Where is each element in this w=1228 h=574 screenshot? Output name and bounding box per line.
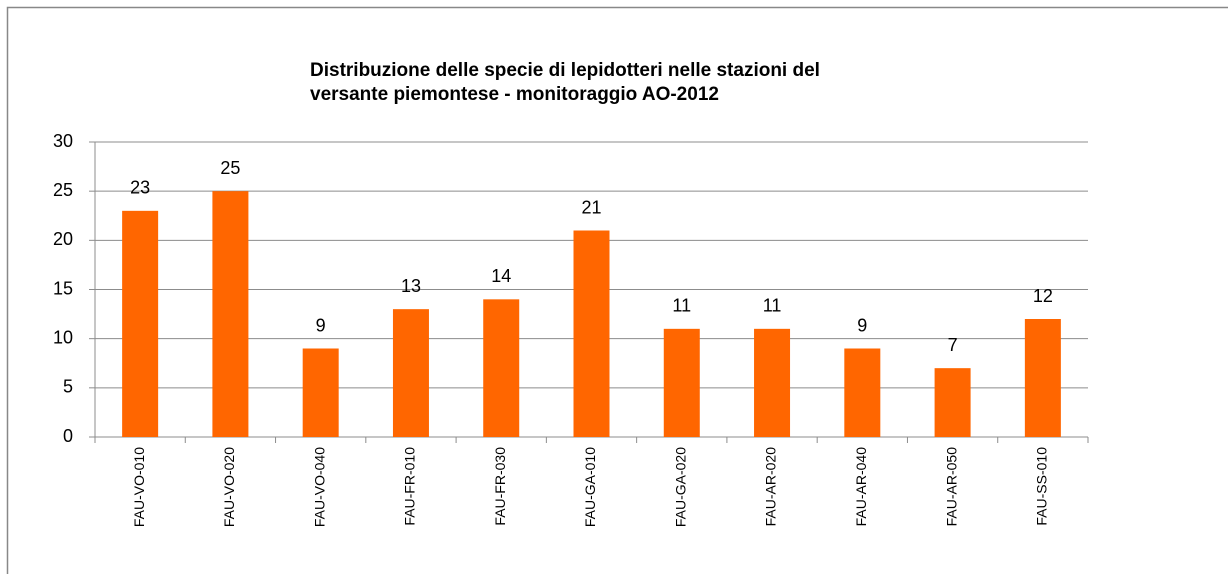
x-tick-label: FAU-AR-020	[763, 447, 779, 527]
x-tick-label: FAU-VO-040	[311, 447, 327, 527]
data-label: 25	[220, 158, 240, 178]
data-label: 14	[491, 266, 511, 286]
bar	[392, 309, 429, 437]
y-tick-label: 10	[53, 327, 73, 347]
bar	[212, 191, 249, 437]
x-tick-label: FAU-FR-010	[402, 447, 418, 526]
y-tick-label: 25	[53, 180, 73, 200]
y-tick-label: 5	[63, 377, 73, 397]
bar	[663, 328, 700, 437]
data-label: 11	[672, 296, 691, 316]
bar	[934, 368, 971, 437]
x-tick-label: FAU-AR-050	[943, 447, 959, 527]
chart-title: versante piemontese - monitoraggio AO-20…	[310, 84, 719, 105]
x-tick-label: FAU-VO-020	[221, 447, 237, 527]
chart-title: Distribuzione delle specie di lepidotter…	[310, 60, 820, 81]
bar	[754, 328, 791, 437]
x-tick-label: FAU-VO-010	[131, 447, 147, 527]
data-label: 9	[857, 315, 867, 335]
bar	[483, 299, 520, 437]
bar	[1024, 319, 1061, 437]
chart-frame	[6, 6, 1228, 574]
bar	[302, 348, 339, 437]
data-label: 11	[763, 296, 782, 316]
data-label: 7	[948, 335, 958, 355]
y-tick-label: 15	[53, 278, 73, 298]
data-label: 23	[130, 178, 150, 198]
data-label: 13	[401, 276, 421, 296]
x-tick-label: FAU-SS-010	[1034, 447, 1050, 526]
x-tick-label: FAU-GA-010	[582, 447, 598, 527]
data-label: 9	[316, 315, 326, 335]
bar	[573, 230, 610, 437]
y-tick-label: 30	[53, 131, 73, 151]
x-tick-label: FAU-AR-040	[853, 447, 869, 527]
bar	[844, 348, 881, 437]
y-tick-label: 0	[63, 426, 73, 446]
data-label: 21	[581, 197, 601, 217]
x-tick-label: FAU-GA-020	[672, 447, 688, 527]
bar	[122, 210, 159, 437]
y-tick-label: 20	[53, 229, 73, 249]
x-tick-label: FAU-FR-030	[492, 447, 508, 526]
data-label: 12	[1033, 286, 1053, 306]
